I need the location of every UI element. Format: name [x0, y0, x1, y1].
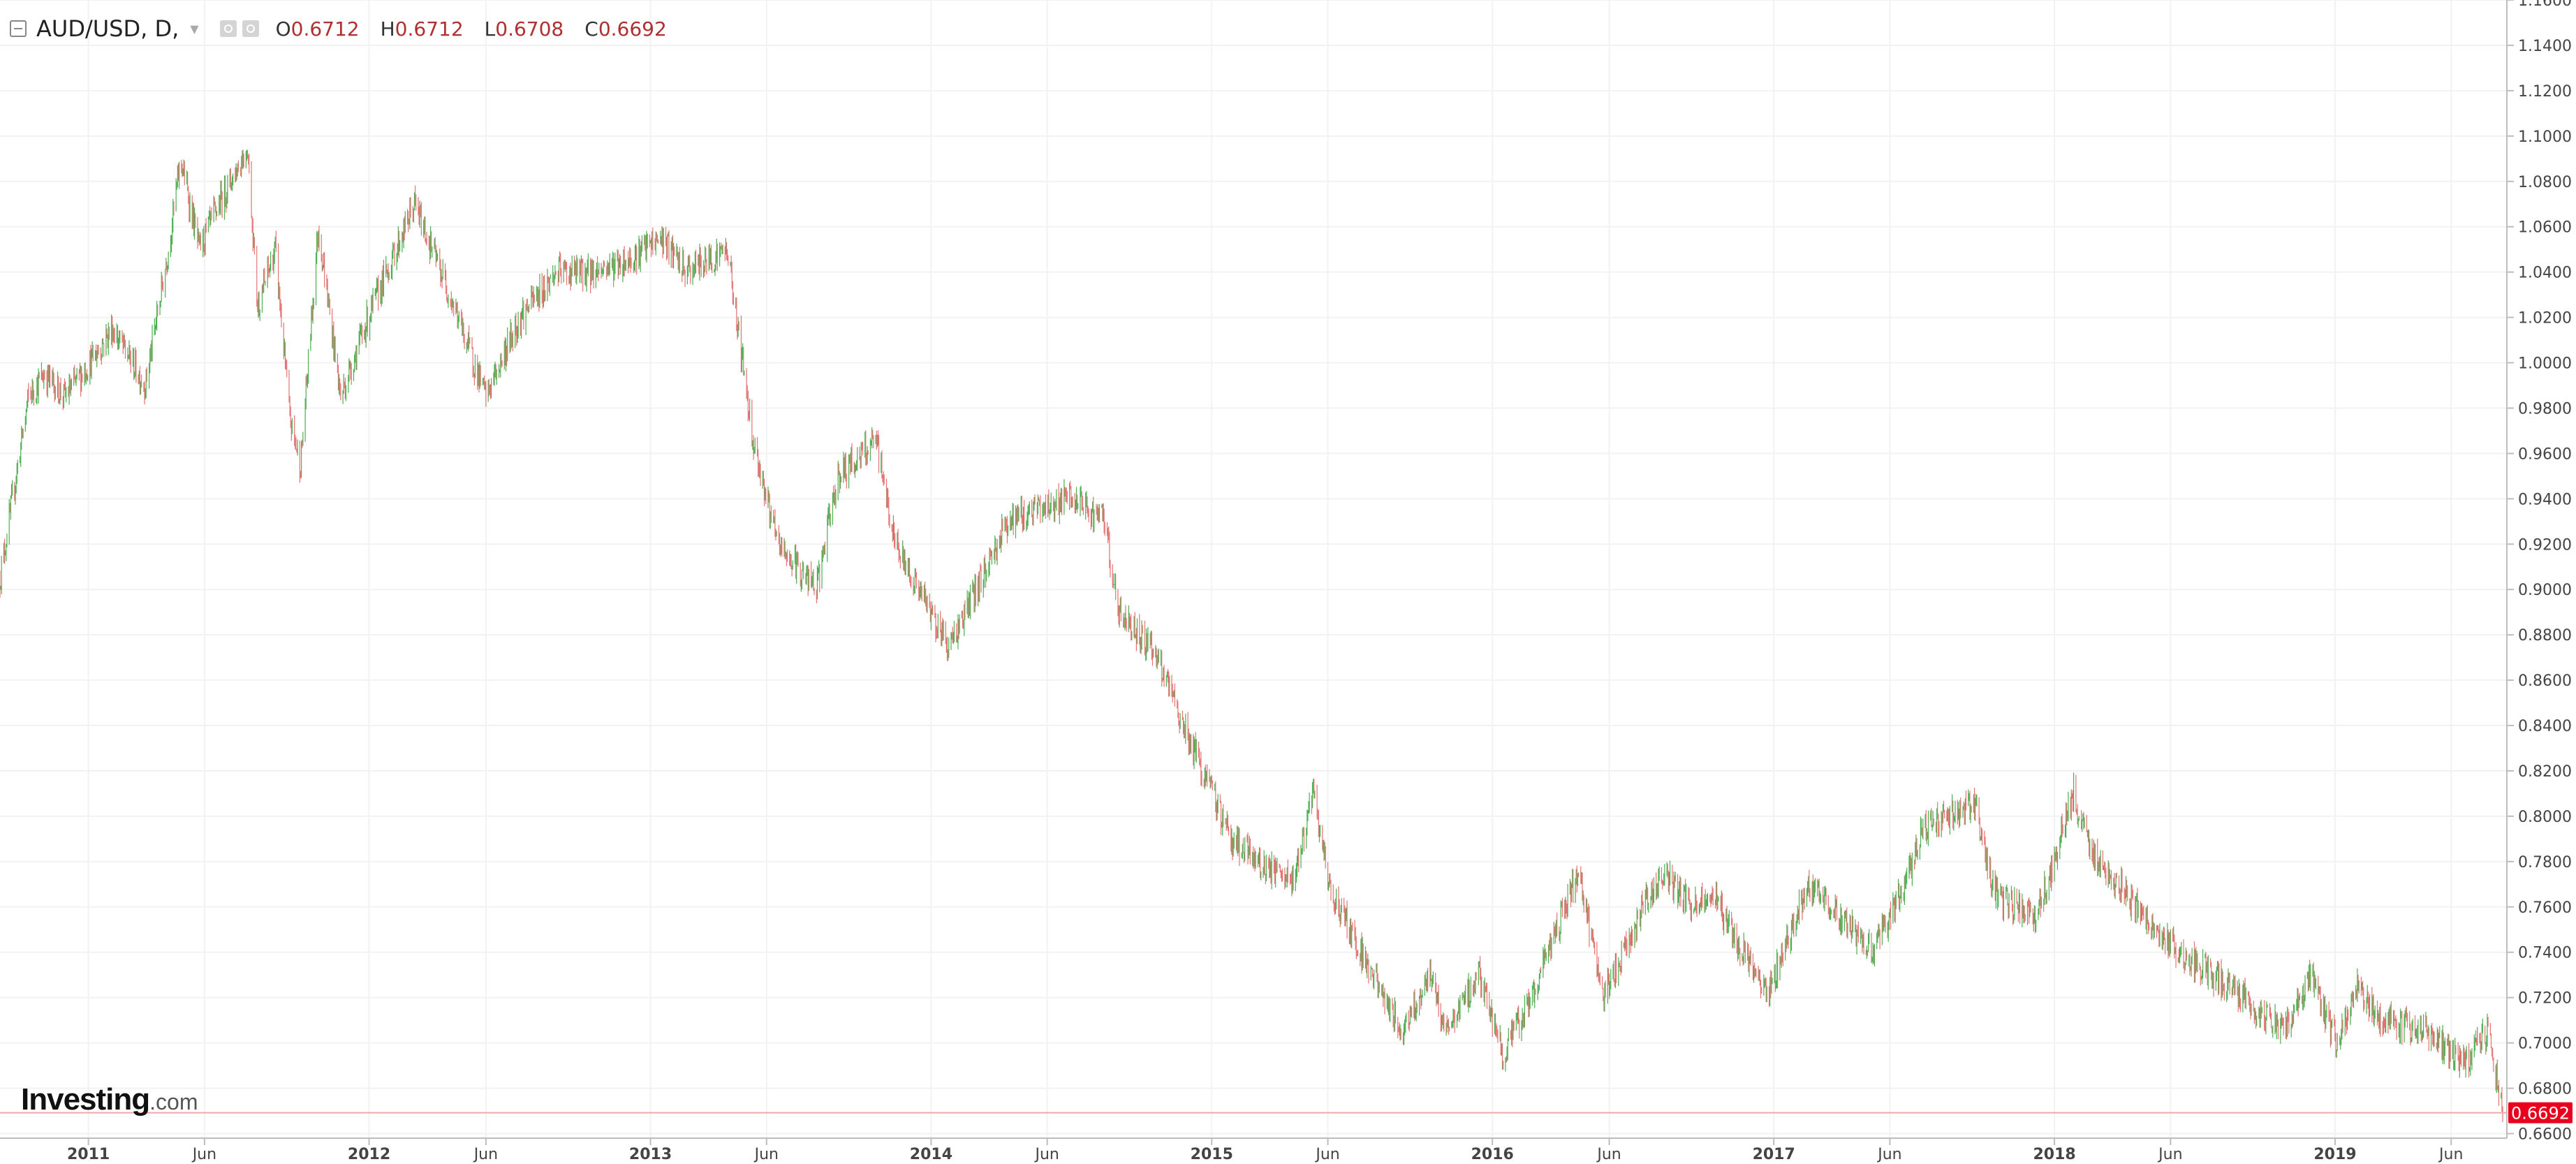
close-value: C0.6692 [584, 17, 667, 40]
logo-name: Investing [21, 1082, 150, 1117]
high-number: 0.6712 [395, 17, 464, 40]
high-label: H [380, 17, 395, 40]
close-label: C [584, 17, 598, 40]
x-tick-label: Jun [2157, 1146, 2182, 1163]
y-tick-label: 0.9000 [2518, 582, 2572, 599]
x-tick-label: Jun [1314, 1146, 1339, 1163]
y-tick-label: 0.9400 [2518, 491, 2572, 508]
time-axis[interactable]: 2011 Jun 2012 Jun 2013 Jun 2014 Jun 2015 Jun 2016 J… [67, 1138, 2463, 1163]
symbol-label[interactable]: AUD/USD, D, [36, 15, 179, 42]
visibility-icon[interactable] [242, 20, 259, 37]
y-tick-label: 1.0000 [2518, 355, 2572, 373]
open-value: O0.6712 [276, 17, 360, 40]
x-tick-label: Jun [473, 1146, 498, 1163]
y-tick-label: 1.0200 [2518, 310, 2572, 327]
low-value: L0.6708 [485, 17, 564, 40]
current-price-tag-box [2508, 1102, 2573, 1124]
y-tick-label: 0.6800 [2518, 1081, 2572, 1098]
x-tick-label: 2015 [1191, 1146, 1233, 1163]
y-tick-label: 0.8000 [2518, 809, 2572, 826]
y-tick-label: 0.9600 [2518, 445, 2572, 463]
symbol-legend: AUD/USD, D, ▼ O0.6712 H0.6712 L0.6708 C0… [10, 10, 677, 47]
y-tick-label: 1.0800 [2518, 174, 2572, 191]
settings-icon[interactable] [219, 20, 237, 37]
y-tick-label: 1.0400 [2518, 265, 2572, 282]
low-number: 0.6708 [495, 17, 564, 40]
x-tick-label: Jun [191, 1146, 216, 1163]
y-tick-label: 0.8600 [2518, 672, 2572, 690]
chevron-down-icon[interactable]: ▼ [190, 22, 199, 36]
candlestick-series[interactable] [0, 149, 2503, 1122]
x-tick-label: 2018 [2033, 1146, 2075, 1163]
current-price-tag: 0.6692 [2508, 1102, 2573, 1124]
collapse-legend-icon[interactable] [10, 20, 27, 37]
x-tick-label: Jun [1033, 1146, 1059, 1163]
investing-logo: Investing.com [21, 1082, 198, 1117]
y-tick-label: 0.8200 [2518, 763, 2572, 781]
y-tick-label: 0.7800 [2518, 854, 2572, 871]
y-tick-label: 1.0600 [2518, 219, 2572, 237]
current-price-tag-label: 0.6692 [2511, 1104, 2570, 1124]
close-number: 0.6692 [598, 17, 667, 40]
y-tick-label: 1.1400 [2518, 38, 2572, 55]
y-tick-label: 1.1200 [2518, 83, 2572, 101]
open-label: O [275, 17, 291, 40]
x-tick-label: 2016 [1471, 1146, 1514, 1163]
y-tick-label: 0.7600 [2518, 899, 2572, 917]
y-tick-label: 0.7400 [2518, 945, 2572, 962]
x-tick-label: Jun [1876, 1146, 1901, 1163]
x-tick-label: 2014 [910, 1146, 952, 1163]
x-tick-label: Jun [1596, 1146, 1621, 1163]
y-tick-label: 0.8400 [2518, 718, 2572, 735]
horizontal-grid [0, 0, 2507, 1135]
y-tick-label: 1.1000 [2518, 128, 2572, 146]
y-tick-label: 0.9200 [2518, 536, 2572, 554]
x-tick-label: Jun [753, 1146, 779, 1163]
open-number: 0.6712 [290, 17, 360, 40]
y-tick-label: 0.7200 [2518, 990, 2572, 1008]
x-tick-label: 2012 [348, 1146, 390, 1163]
y-tick-label: 1.1600 [2518, 0, 2572, 10]
low-label: L [484, 17, 496, 40]
price-axis[interactable]: 0.6600 0.6800 0.7000 0.7200 0.7400 0.7600 0.78… [2507, 0, 2572, 1144]
x-tick-label: 2013 [629, 1146, 672, 1163]
x-tick-label: 2011 [67, 1146, 110, 1163]
y-tick-label: 0.7000 [2518, 1036, 2572, 1053]
x-tick-label: Jun [2438, 1146, 2463, 1163]
y-tick-label: 0.9800 [2518, 400, 2572, 418]
x-tick-label: 2017 [1753, 1146, 1795, 1163]
x-tick-label: 2019 [2313, 1146, 2356, 1163]
y-tick-label: 0.6600 [2518, 1126, 2572, 1144]
y-tick-label: 0.8800 [2518, 627, 2572, 644]
logo-suffix: .com [149, 1089, 198, 1114]
high-value: H0.6712 [381, 17, 464, 40]
